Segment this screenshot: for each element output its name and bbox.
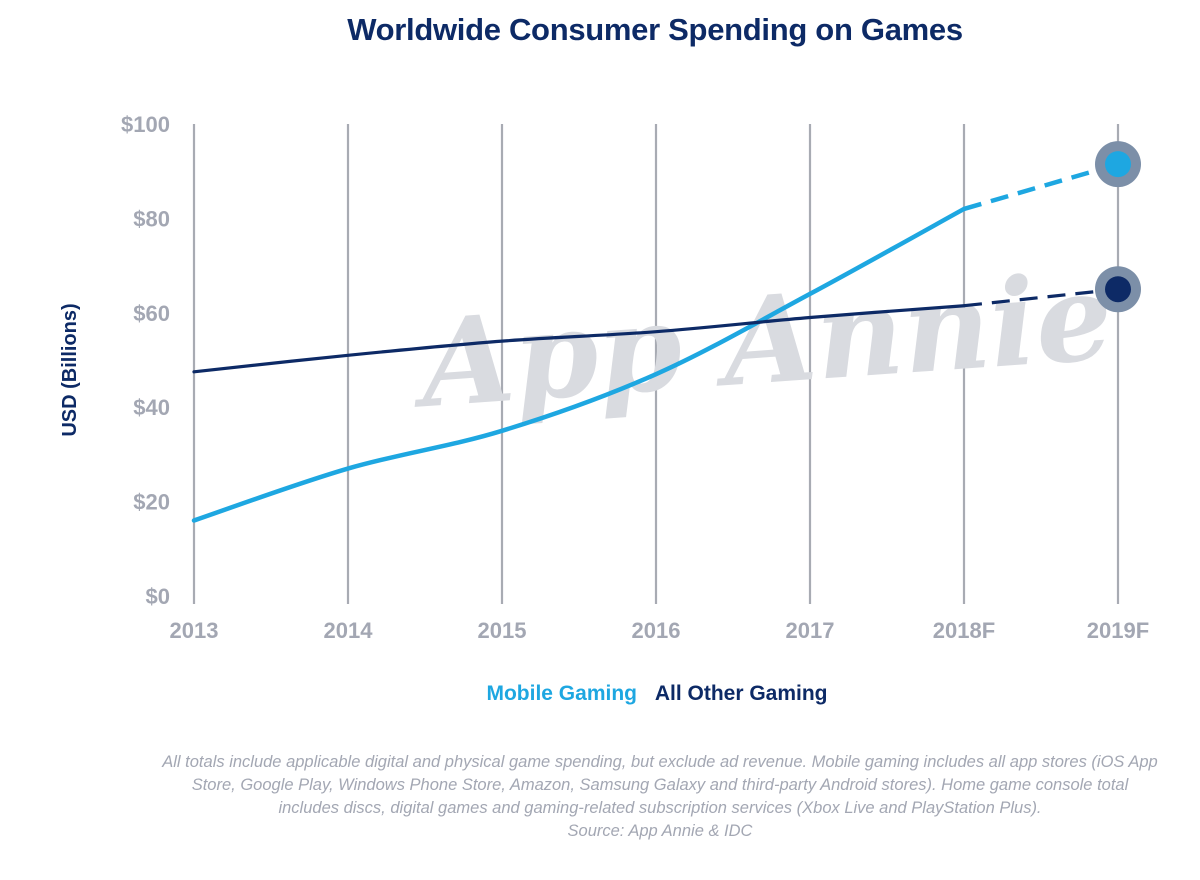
marker-point-mobile-gaming — [1105, 151, 1131, 178]
series-line-all-other-gaming — [192, 304, 966, 374]
x-axis-ticks: 2013 2014 2015 2016 2017 2018F 2019F — [170, 618, 1150, 643]
y-tick-label: $80 — [133, 206, 170, 231]
y-axis-label: USD (Billions) — [59, 303, 81, 436]
legend-item-all-other-gaming: All Other Gaming — [654, 682, 828, 705]
legend: Mobile Gaming All Other Gaming — [0, 682, 1200, 706]
grid-lines — [192, 124, 1120, 604]
y-tick-label: $40 — [133, 395, 170, 420]
chart-plot: App Annie $0$20$40$60$80$100 2013 2014 201… — [59, 112, 1150, 643]
y-axis-ticks: $0 $20 $40 $60 $80 $100 — [121, 112, 170, 609]
y-tick-label: $100 — [121, 112, 170, 137]
footnote: All totals include applicable digital an… — [160, 751, 1160, 843]
y-tick-label: $60 — [133, 301, 170, 326]
x-tick-label: 2014 — [324, 618, 374, 643]
x-tick-label: 2013 — [170, 618, 219, 643]
y-tick-label: $20 — [133, 490, 170, 515]
x-tick-label: 2017 — [786, 618, 835, 643]
series-markers — [1095, 141, 1141, 313]
x-tick-label: 2019F — [1087, 618, 1149, 643]
series-forecast-line-all-other-gaming — [963, 287, 1119, 308]
series-line-mobile-gaming — [191, 206, 967, 523]
x-tick-label: 2018F — [933, 618, 995, 643]
y-tick-label: $0 — [146, 584, 170, 609]
series-lines — [191, 161, 1119, 523]
source-text: Source: App Annie & IDC — [567, 822, 753, 840]
x-tick-label: 2016 — [632, 618, 681, 643]
x-tick-label: 2015 — [478, 618, 527, 643]
legend-item-mobile-gaming: Mobile Gaming — [486, 682, 637, 705]
chart-title: Worldwide Consumer Spending on Games — [347, 12, 963, 47]
footnote-text: All totals include applicable digital an… — [162, 753, 1158, 817]
marker-point-all-other-gaming — [1105, 276, 1131, 303]
series-forecast-line-mobile-gaming — [963, 161, 1119, 212]
